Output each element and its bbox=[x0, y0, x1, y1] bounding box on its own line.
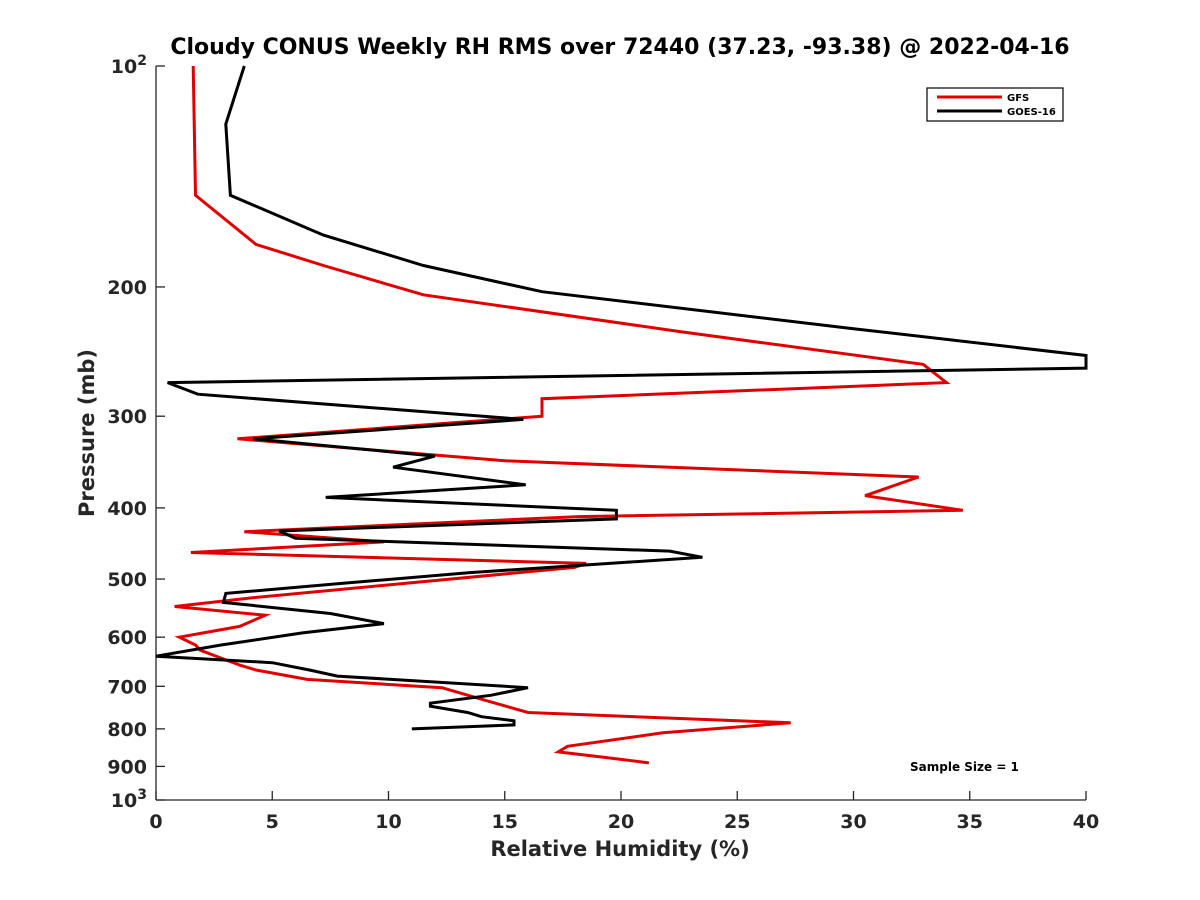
y-tick-label: 200 bbox=[107, 277, 147, 299]
y-tick-label: 800 bbox=[107, 719, 147, 741]
legend-gfs-label: GFS bbox=[1007, 93, 1029, 104]
x-tick-label: 0 bbox=[149, 811, 162, 833]
axes: 0 5 10 15 20 25 30 35 40 102 200 300 400 500 600 700 800… bbox=[107, 53, 1099, 833]
x-tick-label: 10 bbox=[375, 811, 401, 833]
x-tick-label: 15 bbox=[492, 811, 518, 833]
y-tick-label: 300 bbox=[107, 406, 147, 428]
y-tick-label: 103 bbox=[111, 787, 147, 812]
y-tick-label: 600 bbox=[107, 627, 147, 649]
legend-goes16-label: GOES-16 bbox=[1007, 107, 1056, 118]
legend-box bbox=[926, 87, 1064, 122]
x-tick-label: 40 bbox=[1073, 811, 1099, 833]
y-tick-label: 102 bbox=[111, 53, 147, 78]
x-tick-label: 20 bbox=[608, 811, 634, 833]
legend: GFS GOES-16 bbox=[926, 87, 1064, 122]
x-tick-label: 5 bbox=[266, 811, 279, 833]
y-tick-label: 700 bbox=[107, 676, 147, 698]
series-layer bbox=[155, 65, 1088, 765]
sample-size-annotation: Sample Size = 1 bbox=[910, 760, 1019, 774]
y-tick-label: 400 bbox=[107, 498, 147, 520]
x-tick-label: 25 bbox=[724, 811, 750, 833]
series-line-goes-16 bbox=[155, 65, 1088, 731]
x-tick-label: 30 bbox=[840, 811, 866, 833]
y-tick-label: 900 bbox=[107, 756, 147, 778]
x-tick-label: 35 bbox=[957, 811, 983, 833]
chart-title: Cloudy CONUS Weekly RH RMS over 72440 (3… bbox=[170, 35, 1069, 60]
x-axis-label: Relative Humidity (%) bbox=[490, 837, 749, 861]
y-axis-label: Pressure (mb) bbox=[75, 349, 99, 517]
y-tick-label: 500 bbox=[107, 569, 147, 591]
